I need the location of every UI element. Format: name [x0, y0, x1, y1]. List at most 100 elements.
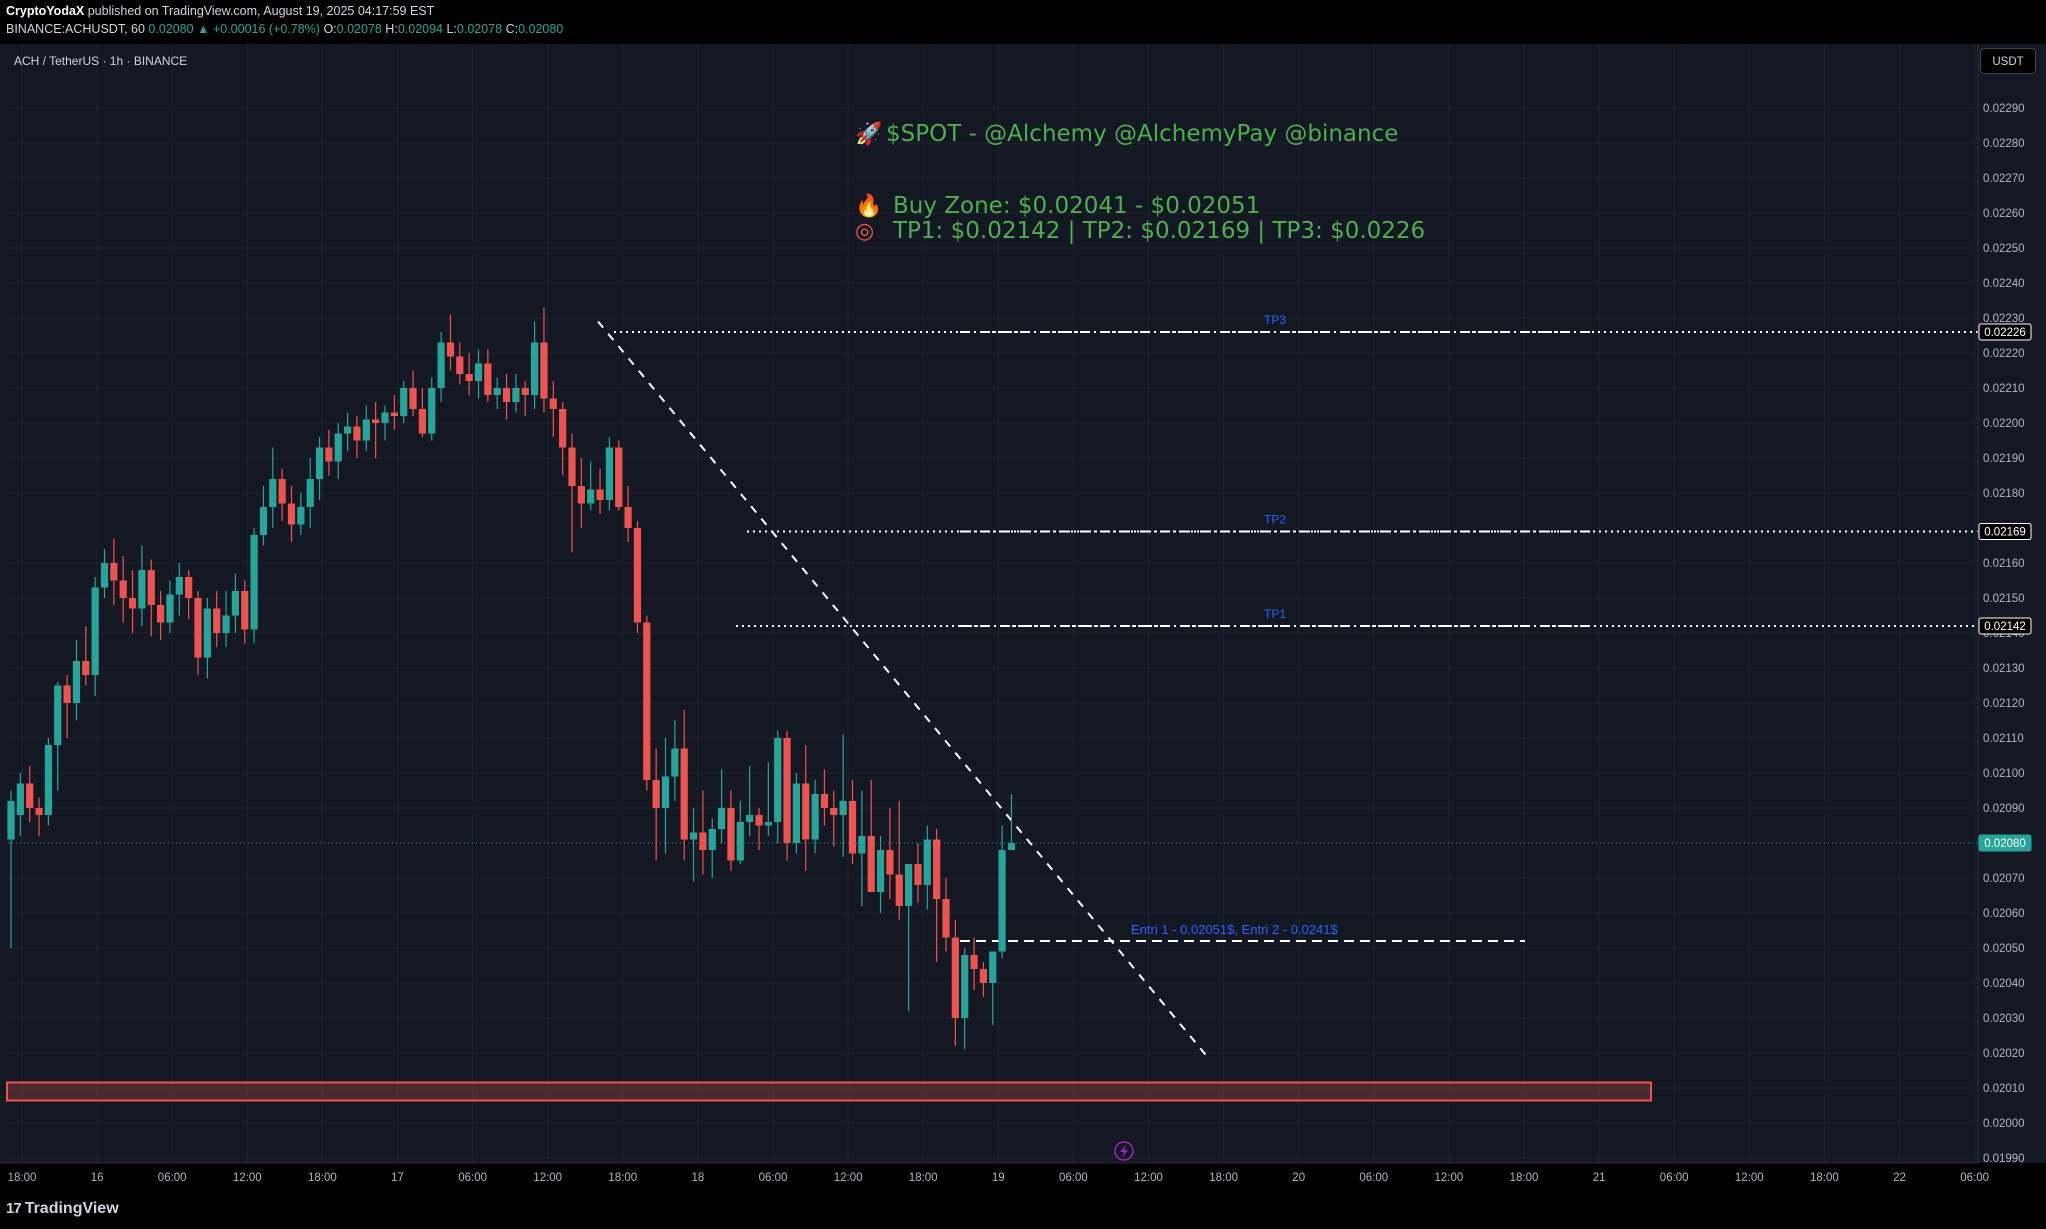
candle [577, 458, 585, 528]
time-tick-label: 12:00 [1735, 1172, 1764, 1184]
candle-body [867, 836, 875, 892]
chart-area[interactable] [0, 44, 2046, 1163]
time-tick-label: 16 [91, 1172, 104, 1184]
candle [615, 440, 623, 511]
time-tick-label: 18:00 [308, 1172, 337, 1184]
high-value: 0.02094 [397, 22, 443, 36]
candle [923, 825, 931, 910]
text-annotations: 🚀 $SPOT - @Alchemy @AlchemyPay @binance 🔥 B… [855, 121, 1425, 244]
candle [222, 591, 230, 647]
candle-body [250, 535, 258, 630]
candle-body [502, 388, 511, 402]
candle-body [334, 433, 342, 462]
candle-body [680, 748, 688, 840]
candle [839, 734, 847, 857]
currency-button[interactable]: USDT [1980, 48, 2036, 74]
candle-body [512, 388, 520, 402]
annotation-text: $SPOT - @Alchemy @AlchemyPay @binance [886, 121, 1398, 147]
candle [259, 486, 268, 546]
candle [372, 402, 380, 458]
time-tick-label: 21 [1593, 1172, 1606, 1184]
annotation-text: Buy Zone: $0.02041 - $0.02051 [893, 193, 1260, 219]
candle-body [521, 388, 529, 395]
level-lines: TP3 TP2 TP1 [614, 313, 1978, 942]
candle [876, 836, 885, 913]
up-arrow-icon: ▲ [197, 22, 210, 36]
candle [933, 829, 941, 962]
lightning-icon[interactable] [1114, 1141, 1134, 1161]
candle [951, 920, 959, 1046]
candle-body [185, 577, 193, 598]
candle-body [942, 899, 950, 938]
candle [26, 766, 34, 822]
candle [746, 766, 754, 836]
rocket-icon: 🚀 [855, 121, 882, 147]
candle-body [203, 608, 211, 658]
candle-body [381, 412, 389, 423]
candle-body [372, 419, 380, 423]
candle [979, 962, 987, 997]
annotation-text: TP1: $0.02142 | TP2: $0.02169 | TP3: $0.… [892, 218, 1425, 244]
candle [643, 615, 651, 791]
candle-body [456, 356, 464, 374]
time-tick-label: 06:00 [158, 1172, 187, 1184]
price-tick-label: 0.02200 [1983, 418, 2025, 430]
candle [91, 577, 99, 696]
price-chart[interactable]: TP3 TP2 TP1 🚀 $SPOT - @Alchemy @AlchemyPay … [0, 0, 2046, 1190]
candle [587, 461, 595, 511]
time-tick-label: 06:00 [759, 1172, 788, 1184]
candle-body [63, 685, 71, 703]
candle-body [7, 801, 15, 840]
candle [185, 570, 193, 619]
candle-body [1007, 843, 1016, 850]
time-tick-label: 12:00 [233, 1172, 262, 1184]
candle-body [998, 850, 1006, 952]
price-tick-label: 0.02180 [1983, 488, 2025, 500]
candle [596, 468, 604, 514]
time-tick-label: 18:00 [909, 1172, 938, 1184]
time-tick-label: 12:00 [834, 1172, 863, 1184]
time-tick-label: 12:00 [533, 1172, 562, 1184]
candles [7, 307, 1016, 1050]
candle-body [400, 388, 408, 416]
candle-body [886, 850, 894, 875]
candle [774, 731, 782, 843]
trendline [597, 320, 1211, 1061]
candle [661, 738, 670, 854]
candle [250, 528, 258, 644]
candle-body [269, 479, 277, 507]
candle [652, 748, 660, 861]
tradingview-logo[interactable]: 17 TradingView [6, 1200, 119, 1218]
candle [484, 349, 492, 402]
candle-body [259, 507, 268, 535]
candle-body [615, 447, 623, 507]
price-tick-label: 0.02060 [1983, 908, 2025, 920]
time-axis: 18:00 16 06:00 12:00 18:00 17 06:00 12:00 18:00 1… [8, 1172, 1989, 1184]
price-tick-label: 0.02050 [1983, 943, 2025, 955]
time-tick-label: 06:00 [1059, 1172, 1088, 1184]
candle-body [110, 563, 118, 581]
candle [848, 780, 857, 864]
target-icon: ◎ [855, 219, 874, 244]
candle-body [540, 342, 548, 399]
candle [110, 538, 118, 605]
candle-body [128, 598, 137, 609]
time-tick-label: 18:00 [608, 1172, 637, 1184]
candle [559, 402, 567, 476]
candle [203, 598, 211, 679]
candle-body [848, 801, 857, 854]
candle-body [802, 783, 810, 840]
candle [44, 738, 52, 826]
price-tag-last [1978, 834, 2032, 852]
time-tick-label: 06:00 [458, 1172, 487, 1184]
fire-icon: 🔥 [855, 193, 882, 219]
candle [465, 353, 473, 395]
candle [157, 591, 165, 640]
candle [241, 580, 249, 644]
candle [418, 388, 426, 437]
author-name[interactable]: CryptoYodaX [6, 4, 85, 18]
candle-body [484, 363, 492, 395]
level-label: TP3 [1264, 313, 1286, 327]
publish-date: published on TradingView.com, August 19,… [84, 4, 435, 18]
candle-body [213, 608, 221, 633]
